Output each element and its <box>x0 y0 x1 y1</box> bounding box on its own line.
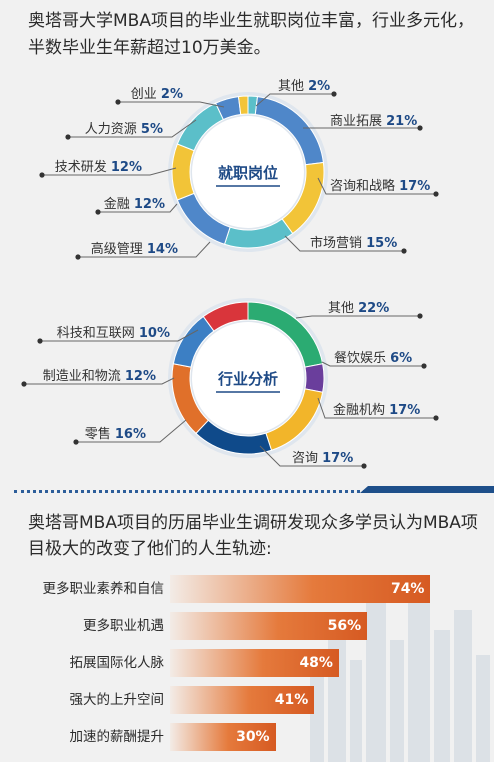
industry-label-4: 零售 16% <box>73 419 187 445</box>
svg-text:技术研发 12%: 技术研发 12% <box>55 159 142 175</box>
bar-value-label-4: 30% <box>236 729 270 745</box>
svg-text:咨询和战略 17%: 咨询和战略 17% <box>330 178 430 194</box>
bar-3: 41% <box>170 686 315 714</box>
industry-label-0: 其他 22% <box>295 301 423 319</box>
industry-center <box>192 322 304 434</box>
bar-value-label-0: 74% <box>390 581 425 597</box>
svg-text:其他 2%: 其他 2% <box>278 79 330 94</box>
svg-text:餐饮娱乐 6%: 餐饮娱乐 6% <box>334 350 412 366</box>
svg-text:市场营销 15%: 市场营销 15% <box>310 235 397 251</box>
svg-text:金融 12%: 金融 12% <box>104 196 165 212</box>
job-roles-label-3: 市场营销 15% <box>284 235 407 254</box>
intro-text: 奥塔哥大学MBA项目的毕业生就职岗位丰富，行业多元化，半数毕业生年薪超过10万美… <box>28 11 474 58</box>
divider-accent <box>360 486 494 493</box>
job-roles-label-6: 技术研发 12% <box>39 159 177 178</box>
job-roles-label-8: 创业 2% <box>115 87 225 108</box>
svg-text:金融机构 17%: 金融机构 17% <box>333 402 420 418</box>
bar-0: 74% <box>170 575 431 603</box>
industry-center-title: 行业分析 <box>217 370 278 388</box>
bar-label-4: 加速的薪酬提升 <box>69 729 165 745</box>
industry-donut-chart: 行业分析 其他 22% 餐饮娱乐 6% 金融机构 17% 咨询 17% 零售 16% 制造业… <box>21 298 439 469</box>
bar-value-label-1: 56% <box>327 618 362 634</box>
industry-label-3: 咨询 17% <box>259 445 367 469</box>
job-roles-label-7: 人力资源 5% <box>65 119 197 140</box>
svg-text:人力资源 5%: 人力资源 5% <box>85 122 163 137</box>
city-skyline-decoration <box>310 580 490 762</box>
job-roles-slice-8 <box>237 95 249 116</box>
industry-label-2: 金融机构 17% <box>317 397 439 421</box>
job-roles-label-4: 高级管理 14% <box>75 241 211 260</box>
section-divider <box>14 490 414 493</box>
bar-2: 48% <box>170 649 339 677</box>
industry-label-6: 科技和互联网 10% <box>37 326 199 344</box>
bar-label-0: 更多职业素养和自信 <box>42 581 165 597</box>
bar-1: 56% <box>170 612 368 640</box>
industry-label-5: 制造业和物流 12% <box>21 369 175 387</box>
svg-text:创业 2%: 创业 2% <box>131 87 183 102</box>
job-roles-label-1: 商业拓展 21% <box>303 114 423 131</box>
survey-text: 奥塔哥MBA项目的历届毕业生调研发现众多学员认为MBA项目极大的改变了他们的人生… <box>28 513 478 559</box>
svg-text:商业拓展 21%: 商业拓展 21% <box>330 114 417 129</box>
bar-value-label-2: 48% <box>299 655 333 671</box>
bar-value-label-3: 41% <box>274 692 309 708</box>
bar-label-2: 拓展国际化人脉 <box>69 655 165 671</box>
bar-label-3: 强大的上升空间 <box>69 692 165 708</box>
bar-label-1: 更多职业机遇 <box>83 618 164 634</box>
svg-text:其他 22%: 其他 22% <box>328 301 389 316</box>
svg-text:高级管理 14%: 高级管理 14% <box>91 241 178 257</box>
job-roles-center <box>192 116 304 228</box>
industry-slice-6 <box>202 301 249 332</box>
job-roles-label-0: 其他 2% <box>255 79 337 107</box>
svg-text:科技和互联网 10%: 科技和互联网 10% <box>57 326 170 341</box>
job-roles-center-title: 就职岗位 <box>218 164 278 182</box>
job-roles-label-5: 金融 12% <box>95 196 178 215</box>
job-roles-label-2: 咨询和战略 17% <box>317 177 439 197</box>
svg-text:制造业和物流 12%: 制造业和物流 12% <box>43 369 156 384</box>
svg-text:零售 16%: 零售 16% <box>85 426 146 442</box>
bar-4: 30% <box>170 723 276 751</box>
industry-label-1: 餐饮娱乐 6% <box>321 350 427 369</box>
job-roles-donut-chart: 就职岗位 其他 2% 商业拓展 21% 咨询和战略 17% 市场营销 15% 高级管理 1… <box>39 79 439 260</box>
svg-text:咨询 17%: 咨询 17% <box>292 451 353 466</box>
